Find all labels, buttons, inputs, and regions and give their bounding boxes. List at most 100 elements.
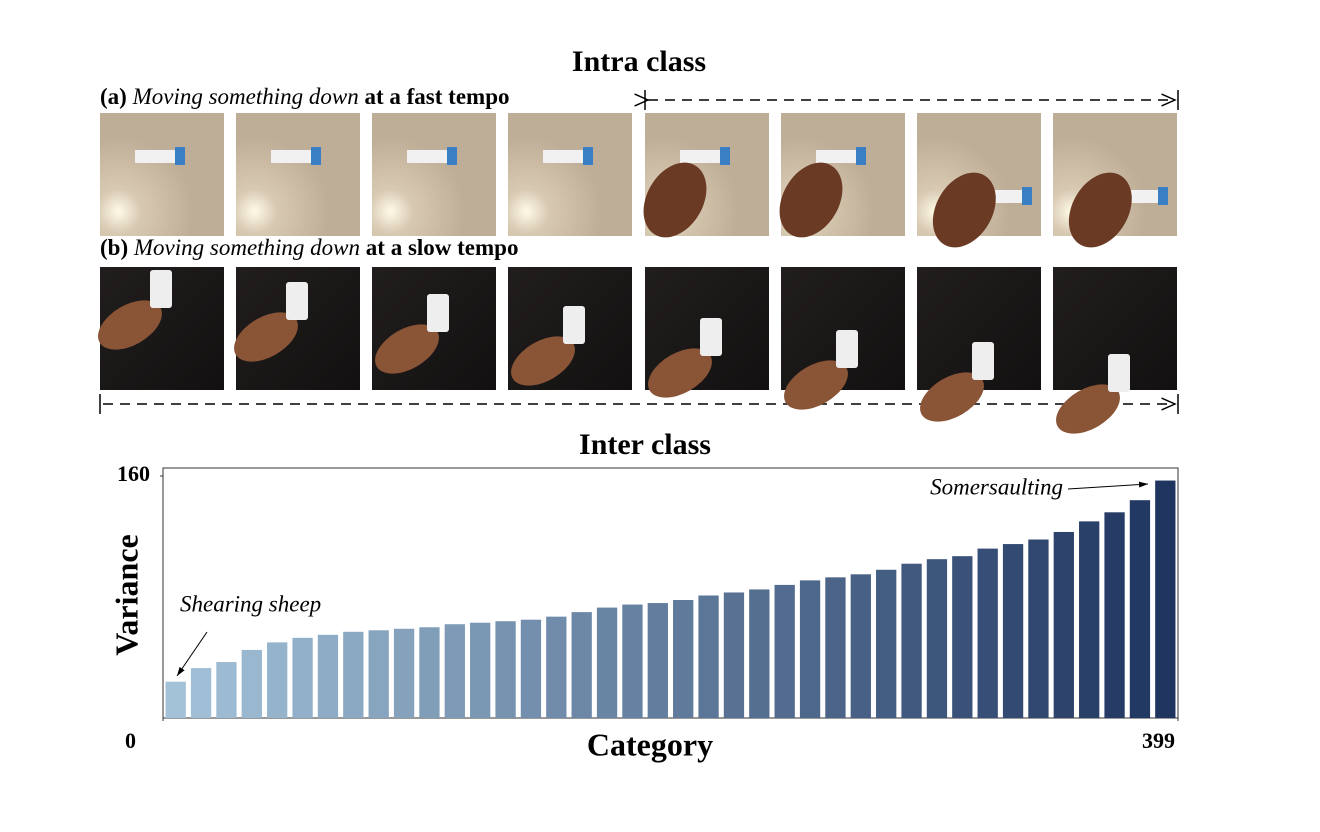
bar <box>825 577 846 718</box>
bar <box>267 642 288 718</box>
hand <box>779 162 843 238</box>
y-tick-label: 160 <box>117 461 150 486</box>
bar <box>393 628 415 718</box>
hand <box>648 348 712 398</box>
bar <box>723 592 745 718</box>
bar <box>622 604 643 718</box>
bar <box>1155 480 1176 718</box>
bar <box>901 563 922 718</box>
tube-cap <box>583 147 593 165</box>
row-label: (b) <box>100 235 128 260</box>
plot-frame <box>162 467 1179 719</box>
charger <box>427 294 449 332</box>
bar <box>343 631 364 718</box>
bar <box>1129 500 1151 718</box>
bar <box>241 649 262 718</box>
row-caption: (b) Moving something down at a slow temp… <box>100 235 518 260</box>
row-caption: (a) Moving something down at a fast temp… <box>100 84 509 109</box>
bar <box>317 634 339 718</box>
bar <box>470 622 491 718</box>
tube-cap <box>1022 187 1032 205</box>
row-tempo: at a fast tempo <box>364 84 509 109</box>
bar <box>546 616 567 718</box>
chart-title: Inter class <box>579 428 711 461</box>
x-tick-label: 0 <box>125 728 136 753</box>
bar <box>673 600 694 718</box>
row-action: Moving something down <box>132 84 359 109</box>
charger <box>1108 354 1130 392</box>
bar <box>596 607 618 718</box>
tube-cap <box>856 147 866 165</box>
tube <box>407 150 453 163</box>
tube <box>816 150 862 163</box>
bar <box>774 584 795 718</box>
tube-cap <box>720 147 730 165</box>
tube-cap <box>311 147 321 165</box>
hand <box>234 312 298 362</box>
bar <box>926 559 948 718</box>
bar <box>1079 521 1100 718</box>
frame <box>100 113 224 236</box>
bar <box>876 569 897 718</box>
bar <box>698 595 719 718</box>
bar <box>749 589 770 718</box>
row-action: Moving something down <box>133 235 360 260</box>
frame <box>372 113 496 236</box>
video-frames <box>98 113 1177 434</box>
bar <box>1002 544 1024 718</box>
tube <box>271 150 317 163</box>
bar <box>520 619 542 718</box>
tube-cap <box>447 147 457 165</box>
charger <box>150 270 172 308</box>
hand <box>1068 172 1132 248</box>
bar <box>952 556 973 718</box>
frame <box>236 113 360 236</box>
hand <box>920 372 984 422</box>
hand <box>375 324 439 374</box>
hand <box>1056 384 1120 434</box>
bar <box>977 548 998 718</box>
y-axis-label: Variance <box>108 534 144 655</box>
bar <box>571 612 592 718</box>
row-tempo: at a slow tempo <box>366 235 519 260</box>
tube-cap <box>175 147 185 165</box>
bar <box>292 637 313 718</box>
bar <box>1028 539 1049 718</box>
tube <box>135 150 181 163</box>
bar <box>216 662 237 718</box>
bar <box>850 574 871 718</box>
tube-cap <box>1158 187 1168 205</box>
bar <box>190 668 212 718</box>
bar <box>444 624 465 718</box>
annotation: Shearing sheep <box>180 591 321 616</box>
span-arrows <box>99 90 1179 414</box>
bar <box>165 681 186 718</box>
tube <box>680 150 726 163</box>
bar <box>1053 531 1074 718</box>
charger <box>286 282 308 320</box>
bar <box>799 580 821 718</box>
tube <box>543 150 589 163</box>
charger <box>563 306 585 344</box>
bar <box>419 627 440 718</box>
annotation: Somersaulting <box>930 474 1063 499</box>
hand <box>932 172 996 248</box>
bar <box>647 603 668 718</box>
bar <box>495 621 516 718</box>
bar <box>368 630 389 718</box>
row-label: (a) <box>100 84 127 109</box>
hand <box>784 360 848 410</box>
hand <box>643 162 707 238</box>
hand <box>511 336 575 386</box>
charger <box>836 330 858 368</box>
x-axis-label: Category <box>587 726 713 762</box>
annotation-arrow <box>176 631 208 677</box>
frame <box>508 113 632 236</box>
hand <box>98 300 162 350</box>
intra-title: Intra class <box>572 45 706 78</box>
annotation-arrow <box>1067 481 1149 490</box>
bar <box>1104 512 1125 718</box>
charger <box>700 318 722 356</box>
